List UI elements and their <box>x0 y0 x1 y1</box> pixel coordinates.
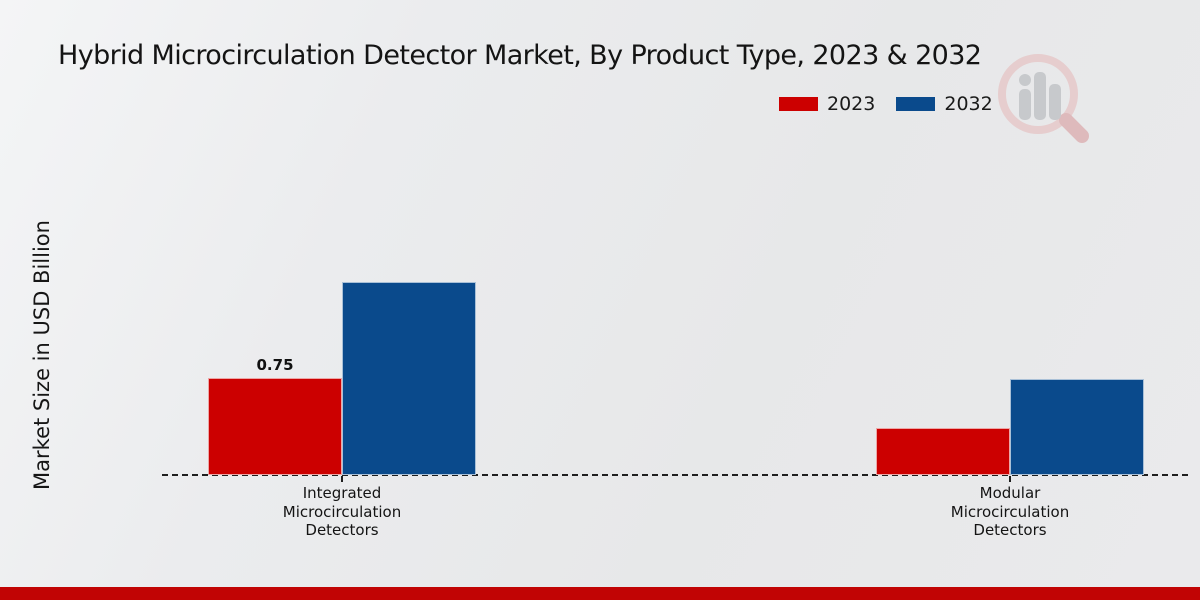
legend-label: 2023 <box>827 93 876 115</box>
legend-swatch <box>779 97 818 111</box>
legend: 2023 2032 <box>779 93 993 115</box>
x-axis-category-label: Modular Microcirculation Detectors <box>950 484 1070 539</box>
bar-value-label: 0.75 <box>256 356 294 374</box>
legend-item-2023: 2023 <box>779 93 875 115</box>
legend-swatch <box>896 97 936 111</box>
footer-accent-bar <box>0 587 1200 600</box>
legend-item-2032: 2032 <box>896 93 993 115</box>
x-axis-tick <box>341 476 343 482</box>
x-axis-tick <box>1009 476 1011 482</box>
bar-2032-category-1 <box>1010 379 1144 475</box>
legend-label: 2032 <box>944 93 993 115</box>
market-research-future-watermark-icon <box>998 54 1089 143</box>
bar-2023-category-0 <box>208 378 342 475</box>
chart-title: Hybrid Microcirculation Detector Market,… <box>58 40 982 71</box>
x-axis-category-label: Integrated Microcirculation Detectors <box>282 484 402 539</box>
bar-2032-category-0 <box>342 282 476 475</box>
x-axis-baseline <box>162 474 1188 476</box>
bar-2023-category-1 <box>876 428 1010 475</box>
